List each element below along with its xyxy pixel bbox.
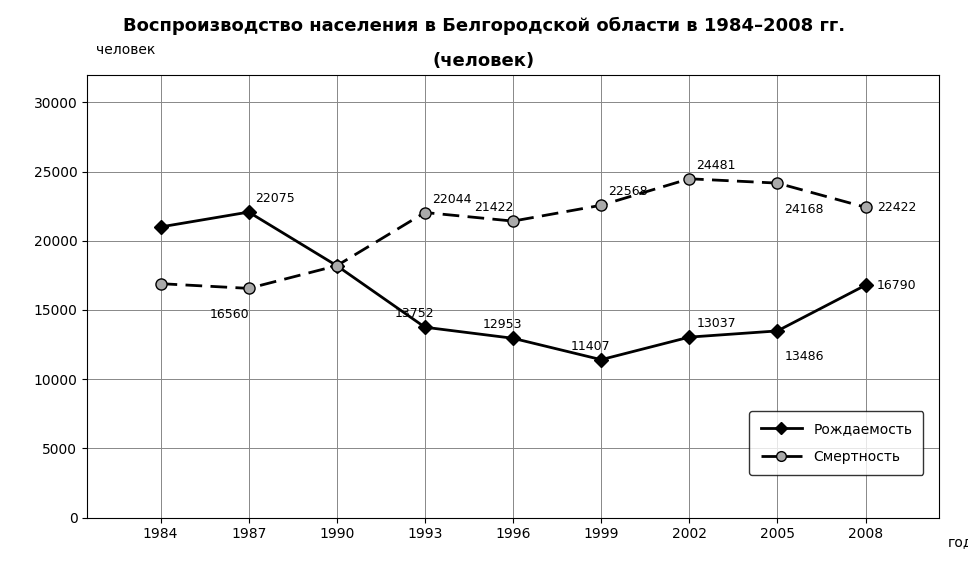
Text: человек: человек — [96, 43, 155, 57]
Text: 13037: 13037 — [696, 317, 736, 330]
Text: 22044: 22044 — [432, 193, 471, 205]
Text: 22075: 22075 — [256, 192, 295, 205]
Text: 16560: 16560 — [210, 308, 250, 321]
Text: 24481: 24481 — [696, 159, 736, 172]
Legend: Рождаемость, Смертность: Рождаемость, Смертность — [749, 411, 923, 475]
Text: 22568: 22568 — [608, 185, 648, 198]
Text: 16790: 16790 — [877, 279, 917, 292]
Text: 21422: 21422 — [474, 201, 514, 214]
Text: 22422: 22422 — [877, 201, 916, 214]
Text: 12953: 12953 — [482, 319, 522, 331]
Text: (человек): (человек) — [433, 52, 535, 70]
Text: год: год — [948, 535, 968, 549]
Text: 24168: 24168 — [784, 202, 824, 216]
Text: 13486: 13486 — [784, 350, 824, 363]
Text: 11407: 11407 — [570, 340, 610, 352]
Text: Воспроизводство населения в Белгородской области в 1984–2008 гг.: Воспроизводство населения в Белгородской… — [123, 17, 845, 36]
Text: 13752: 13752 — [394, 307, 434, 320]
